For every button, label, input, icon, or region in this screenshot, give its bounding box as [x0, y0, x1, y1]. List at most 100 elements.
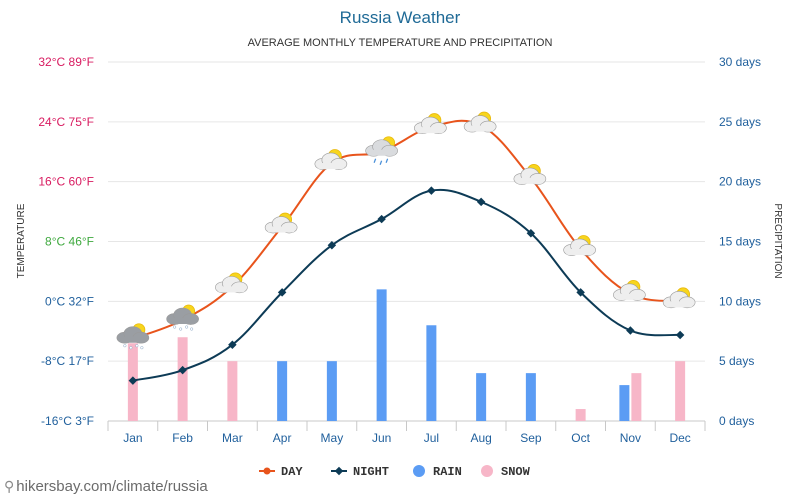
chart-subtitle: AVERAGE MONTHLY TEMPERATURE AND PRECIPIT… [248, 37, 553, 49]
x-tick-label: Sep [520, 431, 542, 445]
rain-bar [277, 361, 288, 421]
y-right-tick-label: 5 days [719, 354, 754, 368]
legend-label: DAY [281, 465, 303, 479]
snow-cloud-icon [116, 323, 150, 350]
snow-bar [575, 409, 586, 421]
y-left-tick-label: 0°C 32°F [45, 294, 94, 308]
night-point [476, 197, 486, 207]
legend-swatch [413, 465, 425, 477]
y-axis-left-title: TEMPERATURE [16, 203, 27, 278]
partly-sunny-icon [463, 111, 497, 133]
cloud-part [416, 127, 445, 134]
x-tick-label: Feb [172, 431, 193, 445]
night-point [675, 330, 685, 340]
night-point [626, 326, 635, 335]
snow-flake [140, 346, 144, 350]
snow-flake [173, 325, 177, 329]
x-tick-label: Dec [669, 431, 690, 445]
y-right-tick-label: 10 days [719, 294, 761, 308]
snow-bar [675, 361, 686, 421]
rain-bar [619, 385, 630, 421]
y-axis-right-title: PRECIPITATION [772, 203, 783, 278]
rain-bar [525, 373, 536, 421]
cloud-part [168, 318, 197, 325]
x-tick-label: May [321, 431, 344, 445]
cloud-part [615, 293, 644, 300]
night-temperature-line [132, 188, 681, 382]
footer[interactable]: ⚲ hikersbay.com/climate/russia [4, 478, 208, 495]
night-point [327, 240, 337, 250]
snow-flake [185, 325, 189, 329]
rain-bar [426, 325, 437, 421]
snow-flake [179, 327, 183, 331]
y-left-tick-label: 32°C 89°F [38, 55, 94, 69]
legend-marker [334, 466, 344, 476]
x-tick-label: Oct [571, 431, 590, 445]
y-left-tick-label: -16°C 3°F [41, 414, 94, 428]
cloud-part [217, 286, 246, 293]
night-point [277, 288, 287, 297]
y-right-tick-label: 25 days [719, 115, 761, 129]
partly-sunny-icon [513, 164, 547, 185]
legend-swatch [481, 465, 493, 477]
y-left-tick-label: 16°C 60°F [38, 175, 94, 189]
legend-item-day[interactable]: DAY [259, 465, 303, 479]
axis-layer: -16°C 3°F -8°C 17°F 0°C 32°F 8°C 46°F 16°C 6… [38, 55, 761, 445]
rain-drop [385, 158, 389, 163]
legend-marker [263, 467, 271, 475]
y-left-tick-label: 8°C 46°F [45, 235, 94, 249]
snow-bar [227, 361, 238, 421]
rain-cloud-icon [365, 136, 398, 165]
x-tick-label: Jun [372, 431, 391, 445]
legend: DAY NIGHT RAIN SNOW [259, 465, 531, 479]
grid-layer [108, 61, 705, 422]
y-left-tick-label: -8°C 17°F [41, 354, 94, 368]
lines-layer [128, 119, 685, 385]
snow-cloud-icon [166, 304, 199, 331]
snow-bar [177, 337, 188, 421]
night-point [128, 376, 138, 385]
partly-sunny-icon [662, 287, 696, 309]
y-right-tick-label: 30 days [719, 55, 761, 69]
cloud-part [515, 177, 544, 184]
legend-item-rain[interactable]: RAIN [413, 465, 462, 479]
x-tick-label: Jul [424, 431, 439, 445]
y-left-tick-label: 24°C 75°F [38, 115, 94, 129]
legend-label: NIGHT [353, 465, 389, 479]
partly-sunny-icon [414, 113, 447, 134]
legend-item-snow[interactable]: SNOW [481, 465, 531, 479]
partly-sunny-icon [613, 279, 646, 301]
cloud-part [267, 226, 296, 233]
cloud-part [118, 336, 147, 343]
partly-sunny-icon [215, 272, 248, 294]
snow-flake [135, 344, 139, 348]
snow-bar [631, 373, 642, 421]
cloud-part [466, 125, 495, 132]
chart-title: Russia Weather [340, 8, 461, 27]
x-tick-label: Apr [273, 431, 292, 445]
y-right-tick-label: 0 days [719, 414, 754, 428]
legend-item-night[interactable]: NIGHT [331, 465, 389, 479]
snow-flake [190, 327, 194, 331]
cloud-part [665, 301, 694, 308]
partly-sunny-icon [264, 212, 298, 234]
icons-layer [116, 111, 696, 350]
legend-label: SNOW [501, 465, 531, 479]
partly-sunny-icon [314, 149, 348, 170]
cloud-part [565, 248, 594, 255]
rain-drop [373, 158, 377, 163]
footer-link[interactable]: hikersbay.com/climate/russia [16, 478, 208, 495]
day-temperature-line [132, 119, 681, 340]
bars-layer [127, 289, 686, 421]
cloud-part [367, 149, 396, 156]
rain-drop [379, 160, 383, 165]
night-point [178, 365, 187, 375]
rain-bar [476, 373, 487, 421]
x-tick-label: Nov [620, 431, 641, 445]
night-point [228, 340, 237, 349]
x-tick-label: Aug [470, 431, 491, 445]
x-tick-label: Mar [222, 431, 243, 445]
cloud-part [316, 162, 345, 169]
rain-bar [376, 289, 387, 421]
